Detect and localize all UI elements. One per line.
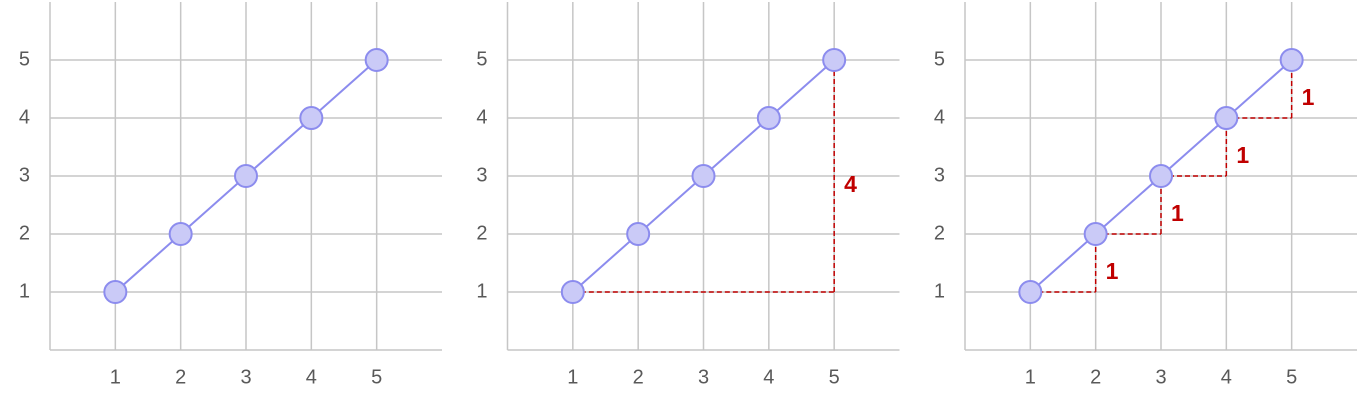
x-tick-label: 5 — [371, 366, 382, 388]
x-tick-label: 1 — [567, 366, 578, 388]
point — [1279, 48, 1304, 72]
x-tick-label: 4 — [1221, 366, 1232, 388]
rise-label: 4 — [844, 171, 857, 197]
x-tick-label: 2 — [633, 366, 644, 388]
point — [560, 280, 585, 304]
point — [364, 48, 389, 72]
y-tick-label: 1 — [19, 280, 30, 302]
point — [1083, 222, 1108, 246]
point — [1149, 164, 1173, 188]
point — [103, 280, 128, 304]
y-tick-label: 4 — [934, 106, 945, 128]
y-tick-label: 1 — [476, 280, 487, 302]
y-tick-label: 2 — [934, 222, 945, 244]
y-tick-label: 3 — [476, 164, 487, 186]
y-tick-label: 5 — [934, 48, 945, 70]
y-tick-label: 3 — [934, 164, 945, 186]
y-tick-label: 4 — [19, 106, 30, 128]
x-tick-label: 5 — [829, 366, 840, 388]
point — [626, 222, 651, 246]
point — [234, 164, 258, 188]
x-tick-label: 3 — [1155, 366, 1166, 388]
point — [1214, 106, 1239, 130]
y-tick-label: 4 — [476, 106, 487, 128]
x-tick-label: 1 — [110, 366, 121, 388]
x-tick-label: 4 — [306, 366, 317, 388]
x-tick-label: 2 — [1090, 366, 1101, 388]
y-tick-label: 3 — [19, 164, 30, 186]
y-tick-label: 1 — [934, 280, 945, 302]
y-tick-label: 5 — [476, 48, 487, 70]
rise-label: 1 — [1302, 84, 1315, 110]
y-tick-label: 2 — [476, 222, 487, 244]
point — [756, 106, 781, 130]
x-tick-label: 3 — [240, 366, 251, 388]
rise-label: 1 — [1236, 142, 1249, 168]
x-tick-label: 4 — [763, 366, 774, 388]
rise-label: 1 — [1106, 258, 1119, 284]
point — [1018, 280, 1043, 304]
point — [299, 106, 324, 130]
point — [822, 48, 847, 72]
rise-label: 1 — [1171, 200, 1184, 226]
x-tick-label: 3 — [698, 366, 709, 388]
point — [168, 222, 193, 246]
y-tick-label: 5 — [19, 48, 30, 70]
y-tick-label: 2 — [19, 222, 30, 244]
x-tick-label: 2 — [175, 366, 186, 388]
point — [691, 164, 716, 188]
x-tick-label: 1 — [1025, 366, 1036, 388]
x-tick-label: 5 — [1286, 366, 1297, 388]
